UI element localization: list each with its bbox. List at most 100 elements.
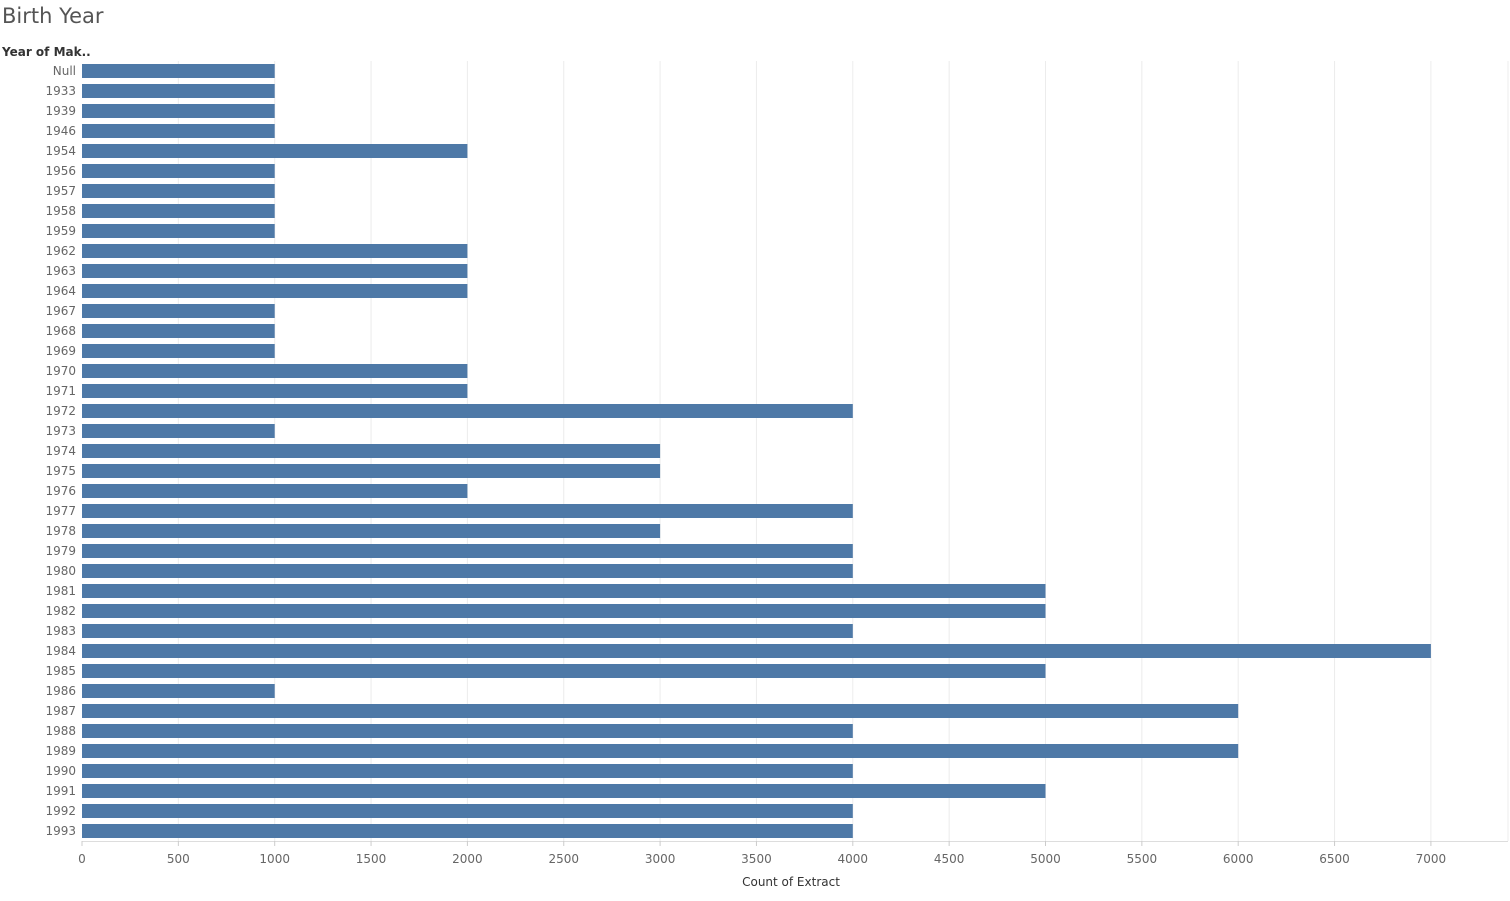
category-label: 1964 (45, 284, 76, 298)
bar[interactable] (82, 624, 853, 638)
x-axis-ticks: 0 500 1000 1500 2000 2500 3000 3500 4000 4500 5000… (78, 841, 1508, 866)
bar[interactable] (82, 124, 275, 138)
bar[interactable] (82, 764, 853, 778)
bar[interactable] (82, 684, 275, 698)
x-tick-label: 4000 (838, 852, 869, 866)
category-label: 1984 (45, 644, 76, 658)
bar[interactable] (82, 504, 853, 518)
bar[interactable] (82, 464, 661, 478)
category-label: 1980 (45, 564, 76, 578)
bar[interactable] (82, 284, 468, 298)
bar[interactable] (82, 644, 1431, 658)
bar[interactable] (82, 384, 468, 398)
category-label: 1990 (45, 764, 76, 778)
category-label: 1982 (45, 604, 76, 618)
x-tick-label: 1000 (259, 852, 290, 866)
bar[interactable] (82, 364, 468, 378)
x-tick-label: 500 (167, 852, 190, 866)
category-label: 1993 (45, 824, 76, 838)
category-label: 1939 (45, 104, 76, 118)
category-label: 1959 (45, 224, 76, 238)
bar[interactable] (82, 604, 1046, 618)
category-label: 1973 (45, 424, 76, 438)
category-label: 1957 (45, 184, 76, 198)
category-label: 1958 (45, 204, 76, 218)
bar[interactable] (82, 724, 853, 738)
category-label: 1983 (45, 624, 76, 638)
category-label: 1970 (45, 364, 76, 378)
x-tick-label: 5500 (1127, 852, 1158, 866)
x-tick-label: 7000 (1416, 852, 1447, 866)
category-label: 1974 (45, 444, 76, 458)
bar[interactable] (82, 404, 853, 418)
x-tick-label: 0 (78, 852, 86, 866)
chart-title: Birth Year (2, 4, 104, 28)
category-label: 1979 (45, 544, 76, 558)
category-label: 1976 (45, 484, 76, 498)
bar[interactable] (82, 824, 853, 838)
category-label: 1987 (45, 704, 76, 718)
x-tick-label: 6000 (1223, 852, 1254, 866)
category-labels: Null 1933 1939 1946 1954 1956 1957 1958 1959 1962… (45, 64, 76, 838)
bar[interactable] (82, 204, 275, 218)
bar[interactable] (82, 584, 1046, 598)
bar[interactable] (82, 704, 1239, 718)
x-tick-label: 3000 (645, 852, 676, 866)
x-tick-label: 5000 (1030, 852, 1061, 866)
category-label: 1986 (45, 684, 76, 698)
category-label: 1988 (45, 724, 76, 738)
category-label: 1989 (45, 744, 76, 758)
bar[interactable] (82, 64, 275, 78)
category-label: 1981 (45, 584, 76, 598)
category-label: 1963 (45, 264, 76, 278)
bar[interactable] (82, 524, 661, 538)
x-tick-label: 4500 (934, 852, 965, 866)
bar[interactable] (82, 164, 275, 178)
bar[interactable] (82, 544, 853, 558)
category-label: 1969 (45, 344, 76, 358)
bar[interactable] (82, 484, 468, 498)
x-tick-label: 6500 (1319, 852, 1350, 866)
x-tick-label: 1500 (356, 852, 387, 866)
bar[interactable] (82, 184, 275, 198)
category-label: 1972 (45, 404, 76, 418)
category-label: 1962 (45, 244, 76, 258)
bar[interactable] (82, 104, 275, 118)
category-label: 1968 (45, 324, 76, 338)
bar[interactable] (82, 144, 468, 158)
bars (82, 64, 1431, 838)
category-label: 1946 (45, 124, 76, 138)
category-label: 1975 (45, 464, 76, 478)
bar[interactable] (82, 444, 661, 458)
category-label: 1985 (45, 664, 76, 678)
category-label: 1978 (45, 524, 76, 538)
bar[interactable] (82, 424, 275, 438)
category-label: 1956 (45, 164, 76, 178)
row-header: Year of Mak.. (2, 45, 91, 59)
category-label: 1971 (45, 384, 76, 398)
x-tick-label: 3500 (741, 852, 772, 866)
bar[interactable] (82, 664, 1046, 678)
bar[interactable] (82, 244, 468, 258)
bar[interactable] (82, 784, 1046, 798)
bar[interactable] (82, 744, 1239, 758)
category-label: 1992 (45, 804, 76, 818)
category-label: 1967 (45, 304, 76, 318)
category-label: 1933 (45, 84, 76, 98)
bar[interactable] (82, 344, 275, 358)
category-label: 1991 (45, 784, 76, 798)
x-tick-label: 2500 (548, 852, 579, 866)
category-label: 1977 (45, 504, 76, 518)
category-label: Null (53, 64, 76, 78)
bar[interactable] (82, 224, 275, 238)
bar[interactable] (82, 304, 275, 318)
bar[interactable] (82, 264, 468, 278)
bar[interactable] (82, 324, 275, 338)
category-label: 1954 (45, 144, 76, 158)
bar[interactable] (82, 564, 853, 578)
x-axis-title: Count of Extract (742, 875, 840, 889)
x-tick-label: 2000 (452, 852, 483, 866)
bar[interactable] (82, 84, 275, 98)
bar[interactable] (82, 804, 853, 818)
